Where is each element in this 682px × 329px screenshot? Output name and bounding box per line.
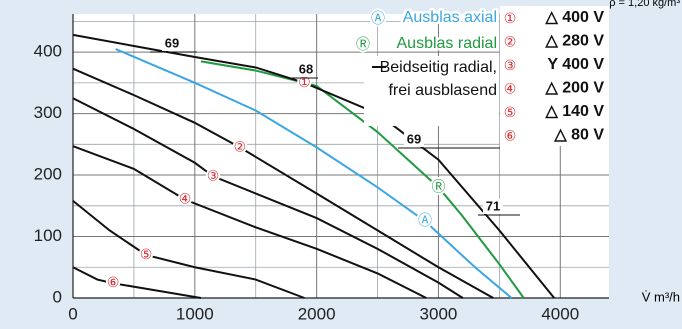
legend-text: Ausblas radial [397,35,498,52]
legend-marker: Ⓡ [356,37,370,53]
annotation-bg [404,132,424,147]
x-tick-label: 1000 [176,304,214,323]
curve [72,33,555,299]
legend-text: △ 80 V [553,127,604,144]
curve-marker: ① [298,75,311,91]
legend-text: △ 140 V [544,103,604,120]
curve-marker: Ⓐ [418,213,432,229]
curve [200,60,525,299]
curve [72,67,494,299]
legend-marker: Ⓐ [371,11,385,27]
curve-marker: ③ [207,168,220,184]
curve-marker: ④ [179,192,192,208]
curve [72,97,464,299]
annotation-bg [296,62,316,77]
curve [72,266,202,299]
subtitle: ρ = 1,20 kg/m³ [609,0,680,9]
legend-marker: ④ [504,82,517,98]
legend-text: △ 280 V [544,33,604,50]
curves [72,33,555,299]
annotation-bg [483,199,503,214]
curve-marker: ② [234,139,247,155]
legend-marker: ③ [504,58,517,74]
annotation: 69 [165,35,179,50]
x-tick-label: 3000 [420,304,458,323]
x-tick-label: 4000 [541,304,579,323]
curve [115,48,513,299]
annotation: 71 [486,198,500,213]
curve [72,200,305,299]
y-tick-label: 0 [53,287,62,306]
y-tick-label: 200 [34,165,62,184]
legend-text: △ 400 V [544,9,604,26]
curve-marker: ⑥ [107,275,120,291]
y-tick-label: 300 [34,103,62,122]
annotation: 69 [407,131,421,146]
x-tick-label: 2000 [298,304,336,323]
y-tick-label: 100 [34,226,62,245]
x-axis-label: V̇ m³/h [642,289,680,304]
legend-marker: ② [504,35,517,51]
legend-marker: ⑥ [504,129,517,145]
y-tick-label: 400 [34,42,62,61]
legend-text: Y 400 V [547,56,604,73]
legend-bg [500,6,609,146]
curve-marker: Ⓡ [431,179,445,195]
annotation: 68 [299,61,313,76]
legend-marker: ① [504,11,517,27]
annotation-bg [162,36,182,51]
legend-marker: ⑤ [504,105,517,121]
legend-text: Ausblas axial [403,9,497,26]
legend-bg [364,56,499,126]
curve [72,145,427,299]
legend-text: Beidseitig radial, frei ausblasend [379,59,497,99]
x-tick-label: 0 [68,304,77,323]
legend-text: △ 200 V [544,80,604,97]
curve-marker: ⑤ [140,247,153,263]
